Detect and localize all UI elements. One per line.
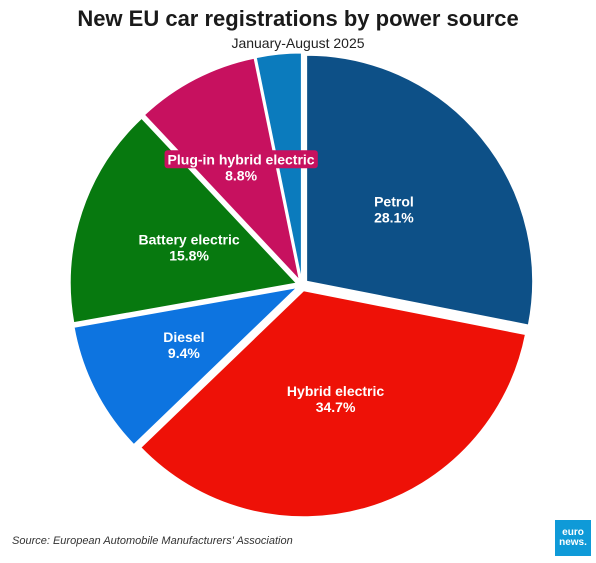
slice-value-plug-in-hybrid-electric: 8.8% xyxy=(225,167,257,183)
slice-value-hybrid-electric: 34.7% xyxy=(316,399,356,415)
slice-label-hybrid-electric: Hybrid electric xyxy=(287,383,384,399)
slice-value-petrol: 28.1% xyxy=(374,209,414,225)
slice-plug-in-hybrid-electric xyxy=(143,57,301,282)
slice-label-background-plug-in-hybrid-electric xyxy=(164,150,318,169)
slice-value-battery-electric: 15.8% xyxy=(169,248,209,264)
slice-diesel xyxy=(73,286,299,446)
slice-hybrid-electric xyxy=(140,290,527,518)
slice-petrol xyxy=(306,54,534,326)
slice-value-diesel: 9.4% xyxy=(168,345,200,361)
logo-line-2: news. xyxy=(559,537,587,548)
slice-battery-electric xyxy=(69,117,298,324)
slice-label-diesel: Diesel xyxy=(163,329,204,345)
logo-line-1: euro xyxy=(562,527,584,538)
chart-title: New EU car registrations by power source xyxy=(77,6,519,31)
chart-subtitle: January-August 2025 xyxy=(231,35,365,51)
slice-label-plug-in-hybrid-electric: Plug-in hybrid electric xyxy=(168,151,315,167)
source-note: Source: European Automobile Manufacturer… xyxy=(12,535,293,547)
euronews-logo: euro news. xyxy=(555,520,591,556)
slice-label-battery-electric: Battery electric xyxy=(138,232,239,248)
slice-label-petrol: Petrol xyxy=(374,193,414,209)
